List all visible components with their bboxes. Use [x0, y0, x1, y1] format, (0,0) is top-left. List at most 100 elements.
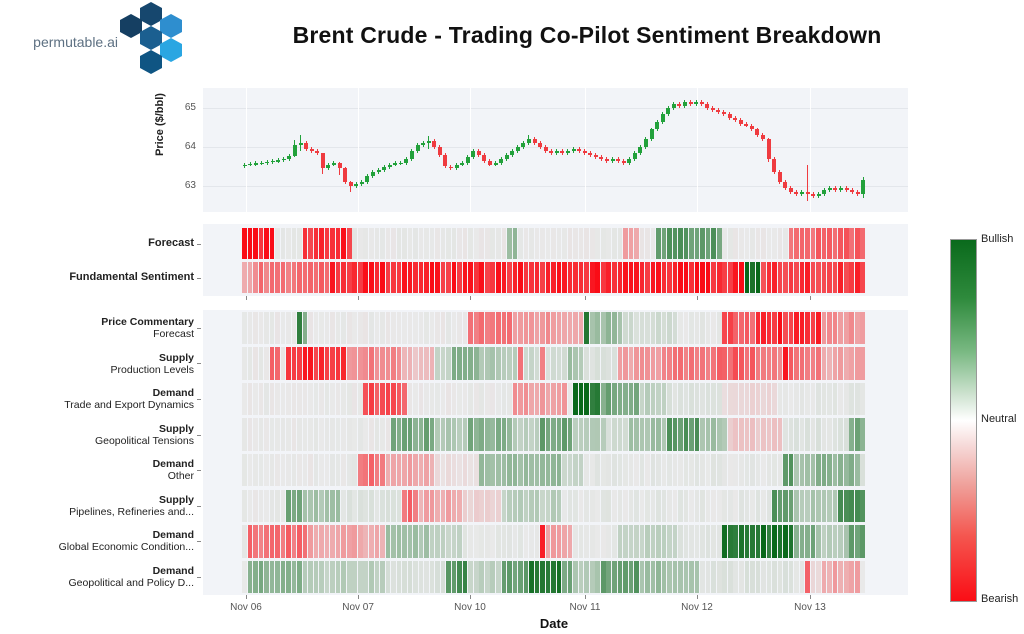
- heatmap-cell: [341, 347, 346, 380]
- heatmap-cell: [656, 525, 661, 558]
- heatmap-cell: [473, 525, 479, 558]
- heatmap-cell: [623, 560, 628, 594]
- heatmap-cell: [611, 382, 617, 416]
- heatmap-cell: [578, 382, 584, 416]
- heatmap-cell: [247, 453, 253, 487]
- heatmap-cell: [689, 347, 694, 380]
- heatmap-cell: [479, 560, 485, 594]
- row-label: Demand Other: [152, 458, 194, 482]
- heatmap-cell: [418, 489, 424, 523]
- heatmap-cell: [634, 311, 639, 345]
- heatmap-cell: [529, 262, 534, 293]
- heatmap-cell: [396, 560, 402, 594]
- heatmap-cell: [589, 560, 595, 594]
- heatmap-cell: [551, 489, 556, 523]
- heatmap-cell: [346, 228, 352, 259]
- heatmap-cell: [816, 560, 821, 594]
- heatmap-cell: [556, 262, 562, 293]
- heatmap-cell: [689, 525, 694, 558]
- heatmap-cell: [860, 228, 866, 259]
- heatmap-cell: [700, 560, 705, 594]
- heatmap-cell: [473, 418, 479, 451]
- price-candlestick-chart[interactable]: [203, 88, 908, 212]
- heatmap-cell: [324, 262, 330, 293]
- heatmap-cell: [374, 311, 380, 345]
- heatmap-cell: [805, 228, 810, 259]
- heatmap-cell: [286, 418, 291, 451]
- row-tick-mark: [197, 470, 201, 472]
- candle: [855, 191, 860, 194]
- heatmap-cell: [794, 347, 799, 380]
- heatmap-cell: [280, 382, 286, 416]
- candle: [772, 158, 777, 173]
- heatmap-cell: [645, 347, 650, 380]
- heatmap-cell: [556, 418, 562, 451]
- heatmap-cell: [562, 525, 567, 558]
- heatmap-cell: [667, 418, 672, 451]
- heatmap-cell: [744, 347, 750, 380]
- heatmap-cell: [357, 347, 363, 380]
- heatmap-cell: [810, 311, 816, 345]
- sentiment-breakdown-heatmap[interactable]: [203, 310, 908, 595]
- heatmap-cell: [567, 453, 573, 487]
- heatmap-cell: [623, 347, 628, 380]
- heatmap-cell: [501, 347, 507, 380]
- heatmap-cell: [562, 262, 567, 293]
- heatmap-cell: [258, 525, 264, 558]
- heatmap-cell: [645, 489, 650, 523]
- heatmap-cell: [363, 453, 369, 487]
- heatmap-cell: [473, 228, 479, 259]
- colorbar-bearish-label: Bearish: [981, 593, 1019, 605]
- heatmap-cell: [424, 262, 429, 293]
- heatmap-cell: [451, 560, 457, 594]
- heatmap-cell: [385, 347, 391, 380]
- heatmap-cell: [507, 453, 512, 487]
- heatmap-cell: [496, 525, 501, 558]
- price-gridline: [585, 88, 586, 212]
- heatmap-cell: [330, 453, 335, 487]
- heatmap-cell: [490, 560, 496, 594]
- heatmap-cell: [711, 347, 716, 380]
- heatmap-cell: [286, 382, 291, 416]
- sentiment-summary-heatmap[interactable]: [203, 224, 908, 296]
- heatmap-cell: [496, 311, 501, 345]
- heatmap-cell: [722, 347, 728, 380]
- heatmap-cell: [584, 228, 589, 259]
- heatmap-cell: [683, 453, 689, 487]
- heatmap-cell: [363, 382, 369, 416]
- heatmap-cell: [611, 228, 617, 259]
- heatmap-cell: [777, 489, 783, 523]
- heatmap-cell: [667, 228, 672, 259]
- heatmap-cell: [413, 262, 418, 293]
- candle: [354, 184, 359, 186]
- heatmap-cell: [650, 228, 656, 259]
- heatmap-cell: [490, 489, 496, 523]
- candle: [248, 163, 253, 166]
- candle: [760, 135, 765, 140]
- candle: [437, 147, 442, 155]
- heatmap-cell: [617, 311, 623, 345]
- candle: [287, 156, 292, 159]
- heatmap-cell: [319, 347, 324, 380]
- heatmap-cell: [490, 347, 496, 380]
- heatmap-cell: [313, 525, 319, 558]
- heatmap-cell: [380, 347, 385, 380]
- heatmap-cell: [335, 382, 341, 416]
- heatmap-cell: [600, 525, 606, 558]
- heatmap-cell: [694, 525, 700, 558]
- heatmap-cell: [380, 560, 385, 594]
- heatmap-cell: [843, 382, 849, 416]
- heatmap-cell: [860, 560, 866, 594]
- heatmap-cell: [656, 311, 661, 345]
- heatmap-cell: [722, 418, 728, 451]
- heatmap-cell: [402, 228, 407, 259]
- heatmap-cell: [424, 382, 429, 416]
- heatmap-cell: [545, 262, 551, 293]
- heatmap-cell: [567, 382, 573, 416]
- heatmap-cell: [606, 228, 612, 259]
- heatmap-cell: [330, 228, 335, 259]
- heatmap-cell: [446, 311, 451, 345]
- heatmap-cell: [374, 453, 380, 487]
- heatmap-cell: [562, 228, 567, 259]
- heatmap-cell: [418, 311, 424, 345]
